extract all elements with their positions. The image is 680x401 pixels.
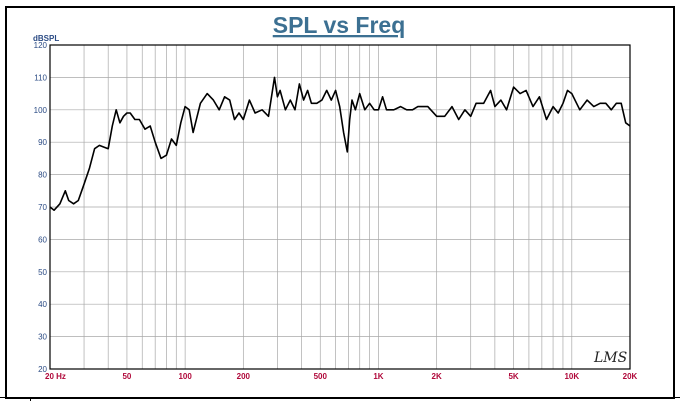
x-tick-label: 100 xyxy=(178,372,192,381)
y-tick-label: 80 xyxy=(38,171,47,180)
y-tick-label: 70 xyxy=(38,203,47,212)
y-tick-label: 50 xyxy=(38,268,47,277)
chart-frame xyxy=(5,6,675,399)
chart-title: SPL vs Freq xyxy=(273,12,406,38)
y-tick-label: 110 xyxy=(34,73,47,82)
x-tick-label: 50 xyxy=(122,372,131,381)
x-tick-label: 20 Hz xyxy=(45,372,66,381)
x-tick-label: 1K xyxy=(373,372,383,381)
x-tick-label: 10K xyxy=(564,372,579,381)
y-tick-label: 90 xyxy=(38,138,47,147)
lms-logo: LMS xyxy=(593,350,627,366)
y-tick-label: 40 xyxy=(38,300,47,309)
spl-curve xyxy=(49,76,631,211)
y-tick-label: 20 xyxy=(38,365,47,374)
x-tick-label: 5K xyxy=(508,372,518,381)
bottom-divider-tick xyxy=(30,397,31,401)
x-tick-label: 2K xyxy=(432,372,442,381)
y-tick-label: 100 xyxy=(34,106,48,115)
x-tick-label: 20K xyxy=(623,372,638,381)
y-axis-label: dBSPL xyxy=(33,34,59,43)
y-tick-label: 60 xyxy=(38,235,47,244)
x-tick-label: 200 xyxy=(237,372,251,381)
bottom-divider xyxy=(0,397,680,398)
y-tick-label: 120 xyxy=(34,41,48,50)
x-tick-labels: 20 Hz 50 100 200 500 1K 2K 5K 10K 20K xyxy=(45,372,638,381)
y-tick-labels: 20 30 40 50 60 70 80 90 100 110 120 xyxy=(34,41,48,374)
grid-lines xyxy=(50,44,630,370)
y-tick-label: 30 xyxy=(38,333,47,342)
x-tick-label: 500 xyxy=(314,372,328,381)
